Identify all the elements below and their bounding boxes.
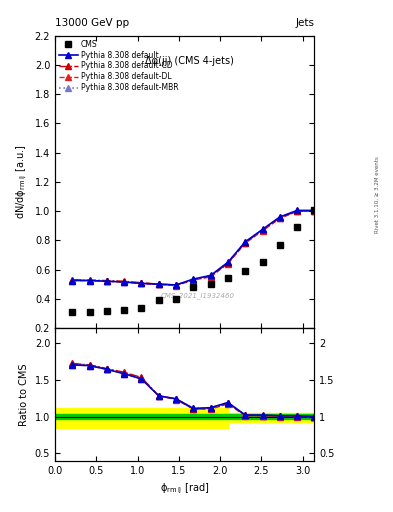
Pythia 8.308 default-MBR [243, 239, 248, 245]
Pythia 8.308 default [156, 281, 161, 287]
CMS [105, 308, 109, 314]
Pythia 8.308 default-DL [312, 208, 317, 214]
Pythia 8.308 default-DL [260, 228, 265, 234]
Line: Pythia 8.308 default-DL: Pythia 8.308 default-DL [70, 208, 317, 288]
Pythia 8.308 default-MBR [70, 277, 75, 283]
Text: Rivet 3.1.10, ≥ 3.2M events: Rivet 3.1.10, ≥ 3.2M events [375, 156, 380, 233]
Pythia 8.308 default-MBR [226, 260, 230, 266]
Pythia 8.308 default [122, 279, 127, 285]
Pythia 8.308 default [174, 282, 178, 288]
Pythia 8.308 default-CD [139, 280, 144, 286]
Pythia 8.308 default [139, 281, 144, 287]
Pythia 8.308 default-CD [243, 240, 248, 246]
Line: Pythia 8.308 default-CD: Pythia 8.308 default-CD [70, 208, 317, 288]
CMS [139, 305, 144, 311]
Legend: CMS, Pythia 8.308 default, Pythia 8.308 default-CD, Pythia 8.308 default-DL, Pyt: CMS, Pythia 8.308 default, Pythia 8.308 … [57, 38, 180, 94]
Y-axis label: dN/d$\phi_{\mathregular{rm\,ij}}$ [a.u.]: dN/d$\phi_{\mathregular{rm\,ij}}$ [a.u.] [15, 145, 29, 219]
CMS [208, 281, 213, 287]
CMS [156, 297, 161, 303]
Pythia 8.308 default-MBR [87, 278, 92, 284]
Pythia 8.308 default-CD [191, 276, 196, 283]
CMS [174, 296, 178, 302]
Pythia 8.308 default-CD [208, 273, 213, 279]
Text: 13000 GeV pp: 13000 GeV pp [55, 18, 129, 28]
Pythia 8.308 default-DL [226, 261, 230, 267]
Pythia 8.308 default-MBR [312, 208, 317, 214]
Pythia 8.308 default-DL [156, 282, 161, 288]
Pythia 8.308 default-CD [295, 208, 299, 214]
Pythia 8.308 default-DL [122, 279, 127, 285]
CMS [122, 307, 127, 313]
Text: CMS_2021_I1932460: CMS_2021_I1932460 [161, 292, 235, 299]
Pythia 8.308 default-MBR [122, 279, 127, 285]
CMS [243, 268, 248, 274]
Pythia 8.308 default [208, 272, 213, 279]
Pythia 8.308 default-DL [191, 277, 196, 283]
Pythia 8.308 default-CD [87, 277, 92, 283]
Pythia 8.308 default-DL [277, 216, 282, 222]
Pythia 8.308 default-DL [105, 278, 109, 284]
Pythia 8.308 default-DL [139, 281, 144, 287]
Pythia 8.308 default [105, 278, 109, 284]
Pythia 8.308 default [295, 207, 299, 214]
Pythia 8.308 default-DL [87, 278, 92, 284]
Pythia 8.308 default-DL [70, 278, 75, 284]
Pythia 8.308 default-CD [156, 281, 161, 287]
Pythia 8.308 default-MBR [174, 282, 178, 288]
Pythia 8.308 default [226, 259, 230, 265]
X-axis label: $\phi_{\mathregular{rm\,ij}}$ [rad]: $\phi_{\mathregular{rm\,ij}}$ [rad] [160, 481, 209, 496]
Pythia 8.308 default-MBR [139, 280, 144, 286]
Pythia 8.308 default [243, 239, 248, 245]
Pythia 8.308 default-CD [260, 227, 265, 233]
Line: Pythia 8.308 default: Pythia 8.308 default [70, 208, 317, 288]
Pythia 8.308 default [277, 214, 282, 220]
Pythia 8.308 default [312, 207, 317, 214]
Pythia 8.308 default [191, 276, 196, 282]
Line: Pythia 8.308 default-MBR: Pythia 8.308 default-MBR [70, 208, 317, 288]
Pythia 8.308 default-DL [174, 283, 178, 289]
Pythia 8.308 default-MBR [295, 208, 299, 214]
Pythia 8.308 default-MBR [105, 278, 109, 284]
Pythia 8.308 default-CD [70, 276, 75, 283]
Y-axis label: Ratio to CMS: Ratio to CMS [19, 363, 29, 425]
Pythia 8.308 default-DL [295, 208, 299, 215]
Pythia 8.308 default-CD [105, 278, 109, 284]
Pythia 8.308 default-CD [174, 282, 178, 288]
Pythia 8.308 default-CD [277, 215, 282, 221]
Pythia 8.308 default [260, 226, 265, 232]
Pythia 8.308 default-MBR [156, 281, 161, 287]
CMS [295, 224, 299, 230]
Text: Δφ(jj) (CMS 4-jets): Δφ(jj) (CMS 4-jets) [145, 56, 234, 66]
CMS [260, 259, 265, 265]
Pythia 8.308 default-DL [243, 240, 248, 246]
Pythia 8.308 default-MBR [277, 214, 282, 220]
Pythia 8.308 default-MBR [260, 227, 265, 233]
CMS [312, 207, 317, 214]
CMS [277, 242, 282, 248]
Pythia 8.308 default-CD [122, 278, 127, 284]
CMS [191, 284, 196, 290]
CMS [87, 309, 92, 315]
Pythia 8.308 default-MBR [191, 276, 196, 283]
CMS [226, 274, 230, 281]
Pythia 8.308 default-CD [226, 260, 230, 266]
Pythia 8.308 default [87, 278, 92, 284]
Pythia 8.308 default-MBR [208, 272, 213, 279]
Pythia 8.308 default-CD [312, 208, 317, 214]
Pythia 8.308 default-DL [208, 274, 213, 280]
Text: Jets: Jets [296, 18, 314, 28]
Line: CMS: CMS [69, 207, 318, 316]
CMS [70, 309, 75, 315]
Pythia 8.308 default [70, 278, 75, 284]
